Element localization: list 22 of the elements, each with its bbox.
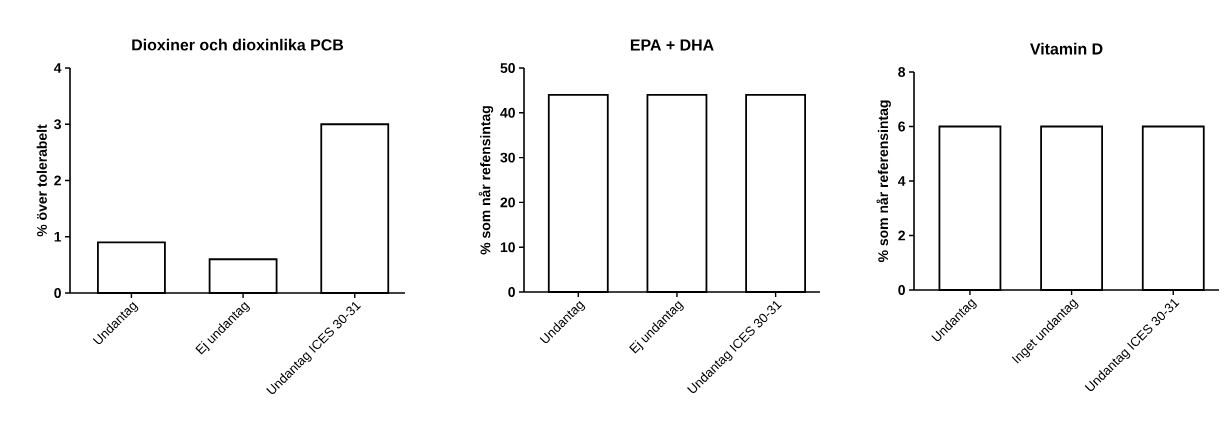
chart-title: Vitamin D xyxy=(1030,42,1103,55)
y-tick-label: 20 xyxy=(500,197,515,208)
y-tick-label: 8 xyxy=(898,67,906,77)
y-tick-label: 40 xyxy=(500,107,515,118)
y-tick-label: 30 xyxy=(500,152,515,163)
y-axis-title: % som når referensintag xyxy=(876,100,891,263)
y-axis-title: % över tolerabelt xyxy=(36,124,47,237)
y-tick-label: 3 xyxy=(54,119,61,130)
chart-title: Dioxiner och dioxinlika PCB xyxy=(132,38,344,51)
y-tick-label: 2 xyxy=(54,175,61,186)
y-axis-title: % som når refensintag xyxy=(478,106,494,255)
y-tick-label: 2 xyxy=(898,230,905,241)
y-tick-label: 0 xyxy=(54,288,61,298)
y-tick-label: 4 xyxy=(53,63,62,73)
y-tick-label: 0 xyxy=(508,287,515,297)
y-tick-label: 6 xyxy=(898,121,906,132)
y-tick-label: 50 xyxy=(500,63,515,73)
y-tick-label: 10 xyxy=(500,242,515,253)
y-tick-label: 1 xyxy=(54,231,62,242)
y-tick-label: 0 xyxy=(898,285,905,295)
chart-title: EPA + DHA xyxy=(630,39,714,51)
y-tick-label: 4 xyxy=(897,176,906,186)
